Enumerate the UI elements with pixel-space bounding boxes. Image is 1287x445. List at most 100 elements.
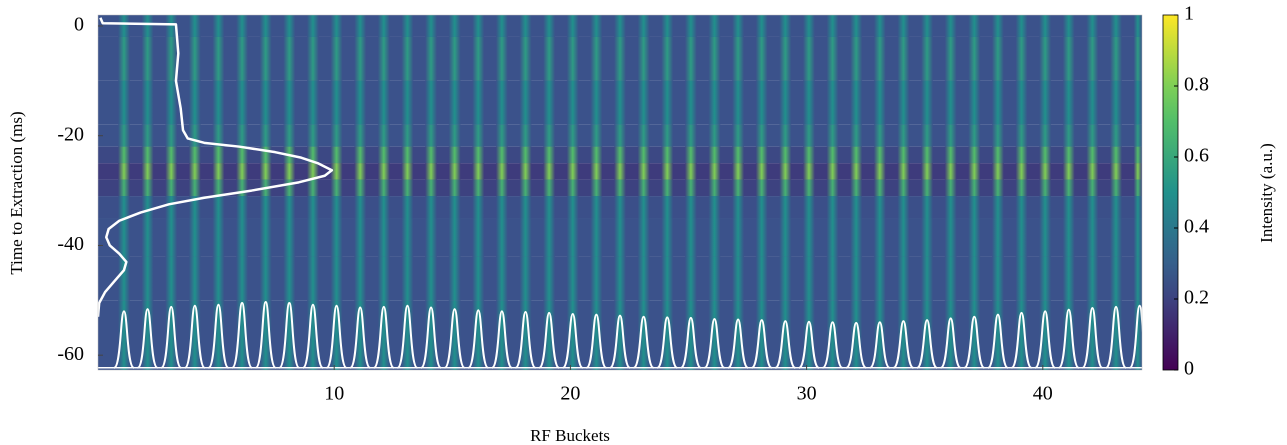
bucket-peak [491, 310, 513, 369]
heatmap-stripe [897, 218, 910, 257]
heatmap-stripe [448, 15, 461, 37]
heatmap-stripe [165, 163, 178, 180]
heatmap-stripe [377, 196, 390, 219]
heatmap-stripe [944, 163, 957, 180]
heatmap-stripe [779, 163, 792, 180]
heatmap-stripe [661, 124, 674, 147]
x-tick-label: 20 [560, 383, 580, 405]
heatmap-stripe [732, 300, 745, 370]
heatmap-stripe [708, 80, 721, 125]
heatmap-stripe [472, 146, 485, 164]
heatmap-stripe [283, 15, 296, 37]
heatmap-stripe [1086, 15, 1099, 37]
heatmap-stripe [377, 179, 390, 197]
heatmap-stripe [543, 196, 556, 219]
heatmap-stripe [779, 300, 792, 370]
heatmap-stripe [1015, 146, 1028, 164]
heatmap-stripe [425, 256, 437, 301]
colorbar-tick-label: 0.4 [1184, 216, 1209, 238]
bucket-peak [136, 308, 159, 369]
heatmap-stripe [401, 256, 414, 301]
heatmap-stripe [354, 300, 367, 370]
heatmap-stripe [1133, 146, 1142, 164]
heatmap-stripe [259, 163, 272, 180]
heatmap-stripe [330, 124, 343, 147]
heatmap-stripe [118, 36, 130, 81]
bucket-peak [916, 319, 938, 369]
heatmap-stripe [897, 163, 910, 180]
heatmap-stripe [897, 300, 910, 370]
heatmap-stripe [992, 196, 1004, 219]
heatmap-stripe [543, 80, 556, 125]
heatmap-stripe [614, 196, 626, 219]
heatmap-stripe [495, 124, 508, 147]
heatmap-stripe [661, 163, 674, 180]
heatmap-stripe [992, 146, 1004, 164]
heatmap-stripe [661, 15, 674, 37]
heatmap-stripe [992, 300, 1004, 370]
heatmap-stripe [425, 300, 437, 370]
bucket-peak [183, 304, 206, 369]
heatmap-stripe [354, 15, 367, 37]
heatmap-stripe [661, 300, 674, 370]
heatmap-stripe [684, 36, 697, 81]
heatmap-stripe [873, 80, 886, 125]
heatmap-stripe [259, 80, 272, 125]
heatmap-stripe [212, 36, 225, 81]
heatmap-stripe [826, 163, 839, 180]
heatmap-stripe [495, 196, 508, 219]
heatmap-stripe [354, 124, 367, 147]
heatmap-stripe [519, 146, 532, 164]
heatmap-stripe [614, 80, 626, 125]
x-tick-label: 30 [797, 383, 817, 405]
heatmap-stripe [992, 124, 1004, 147]
heatmap-stripe [1062, 124, 1075, 147]
heatmap-stripe [897, 146, 910, 164]
heatmap-stripe [803, 179, 815, 197]
heatmap-stripe [141, 15, 154, 37]
heatmap-stripe [1062, 80, 1075, 125]
heatmap-stripe [732, 256, 745, 301]
heatmap-stripe [330, 80, 343, 125]
heatmap-stripe [1039, 256, 1052, 301]
heatmap-stripe [495, 300, 508, 370]
heatmap-stripe [684, 218, 697, 257]
heatmap-stripe [921, 163, 933, 180]
heatmap-stripe [283, 163, 296, 180]
heatmap-stripe [401, 218, 414, 257]
heatmap-stripe [283, 179, 296, 197]
heatmap-stripe [1110, 300, 1122, 370]
heatmap-stripe [850, 196, 863, 219]
heatmap-stripe [118, 256, 130, 301]
heatmap-stripe [188, 124, 201, 147]
bucket-peak [1081, 306, 1104, 369]
heatmap-stripe [165, 300, 178, 370]
heatmap-stripe [448, 36, 461, 81]
bucket-peak [420, 306, 442, 369]
heatmap-stripe [1062, 179, 1075, 197]
bucket-peak [302, 303, 324, 369]
heatmap-stripe [425, 218, 437, 257]
heatmap-stripe [519, 256, 532, 301]
heatmap-stripe [259, 124, 272, 147]
heatmap-stripe [873, 124, 886, 147]
bucket-peak [349, 306, 372, 369]
heatmap-stripe [755, 163, 768, 180]
heatmap-stripe [921, 196, 933, 219]
heatmap-stripe [590, 179, 603, 197]
heatmap-stripe [495, 146, 508, 164]
heatmap-stripe [614, 15, 626, 37]
heatmap-stripe [543, 146, 556, 164]
heatmap-stripe [472, 196, 485, 219]
heatmap-stripe [755, 146, 768, 164]
heatmap-stripe [377, 80, 390, 125]
bucket-peak [325, 304, 348, 369]
heatmap-stripe [354, 36, 367, 81]
heatmap-stripe [779, 146, 792, 164]
heatmap-stripe [448, 124, 461, 147]
heatmap-stripe [684, 300, 697, 370]
heatmap-stripe [1086, 36, 1099, 81]
heatmap-stripe [566, 300, 579, 370]
heatmap-stripe [921, 15, 933, 37]
heatmap-stripe [165, 179, 178, 197]
